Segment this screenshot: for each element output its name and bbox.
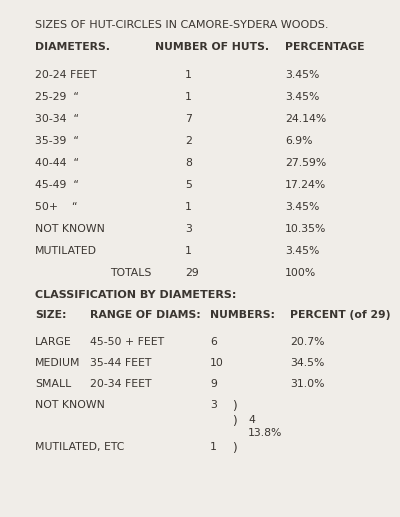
Text: PERCENTAGE: PERCENTAGE	[285, 42, 364, 52]
Text: 1: 1	[185, 202, 192, 212]
Text: 6.9%: 6.9%	[285, 136, 312, 146]
Text: SMALL: SMALL	[35, 379, 71, 389]
Text: 29: 29	[185, 268, 199, 278]
Text: 50+    “: 50+ “	[35, 202, 78, 212]
Text: NOT KNOWN: NOT KNOWN	[35, 224, 105, 234]
Text: 17.24%: 17.24%	[285, 180, 326, 190]
Text: ): )	[232, 415, 237, 428]
Text: 34.5%: 34.5%	[290, 358, 324, 368]
Text: DIAMETERS.: DIAMETERS.	[35, 42, 110, 52]
Text: 27.59%: 27.59%	[285, 158, 326, 168]
Text: 8: 8	[185, 158, 192, 168]
Text: MUTILATED, ETC: MUTILATED, ETC	[35, 442, 124, 452]
Text: 10: 10	[210, 358, 224, 368]
Text: 3: 3	[210, 400, 217, 410]
Text: 45-49  “: 45-49 “	[35, 180, 79, 190]
Text: 1: 1	[210, 442, 217, 452]
Text: NOT KNOWN: NOT KNOWN	[35, 400, 105, 410]
Text: 35-39  “: 35-39 “	[35, 136, 79, 146]
Text: 20.7%: 20.7%	[290, 337, 324, 347]
Text: 2: 2	[185, 136, 192, 146]
Text: 100%: 100%	[285, 268, 316, 278]
Text: NUMBER OF HUTS.: NUMBER OF HUTS.	[155, 42, 269, 52]
Text: 3.45%: 3.45%	[285, 202, 319, 212]
Text: 31.0%: 31.0%	[290, 379, 324, 389]
Text: 1: 1	[185, 92, 192, 102]
Text: 1: 1	[185, 70, 192, 80]
Text: 10.35%: 10.35%	[285, 224, 326, 234]
Text: NUMBERS:: NUMBERS:	[210, 310, 275, 320]
Text: 20-24 FEET: 20-24 FEET	[35, 70, 96, 80]
Text: 3.45%: 3.45%	[285, 246, 319, 256]
Text: 9: 9	[210, 379, 217, 389]
Text: 6: 6	[210, 337, 217, 347]
Text: 5: 5	[185, 180, 192, 190]
Text: 3.45%: 3.45%	[285, 92, 319, 102]
Text: RANGE OF DIAMS:: RANGE OF DIAMS:	[90, 310, 201, 320]
Text: 7: 7	[185, 114, 192, 124]
Text: ): )	[232, 400, 237, 413]
Text: 3.45%: 3.45%	[285, 70, 319, 80]
Text: 1: 1	[185, 246, 192, 256]
Text: ): )	[232, 442, 237, 455]
Text: SIZE:: SIZE:	[35, 310, 66, 320]
Text: SIZES OF HUT-CIRCLES IN CAMORE-SYDERA WOODS.: SIZES OF HUT-CIRCLES IN CAMORE-SYDERA WO…	[35, 20, 328, 30]
Text: 3: 3	[185, 224, 192, 234]
Text: MEDIUM: MEDIUM	[35, 358, 80, 368]
Text: 35-44 FEET: 35-44 FEET	[90, 358, 151, 368]
Text: 20-34 FEET: 20-34 FEET	[90, 379, 152, 389]
Text: 40-44  “: 40-44 “	[35, 158, 79, 168]
Text: TOTALS: TOTALS	[110, 268, 151, 278]
Text: CLASSIFICATION BY DIAMETERS:: CLASSIFICATION BY DIAMETERS:	[35, 290, 236, 300]
Text: 4: 4	[248, 415, 255, 425]
Text: LARGE: LARGE	[35, 337, 72, 347]
Text: 30-34  “: 30-34 “	[35, 114, 79, 124]
Text: MUTILATED: MUTILATED	[35, 246, 97, 256]
Text: 45-50 + FEET: 45-50 + FEET	[90, 337, 164, 347]
Text: PERCENT (of 29): PERCENT (of 29)	[290, 310, 390, 320]
Text: 25-29  “: 25-29 “	[35, 92, 79, 102]
Text: 13.8%: 13.8%	[248, 428, 282, 438]
Text: 24.14%: 24.14%	[285, 114, 326, 124]
